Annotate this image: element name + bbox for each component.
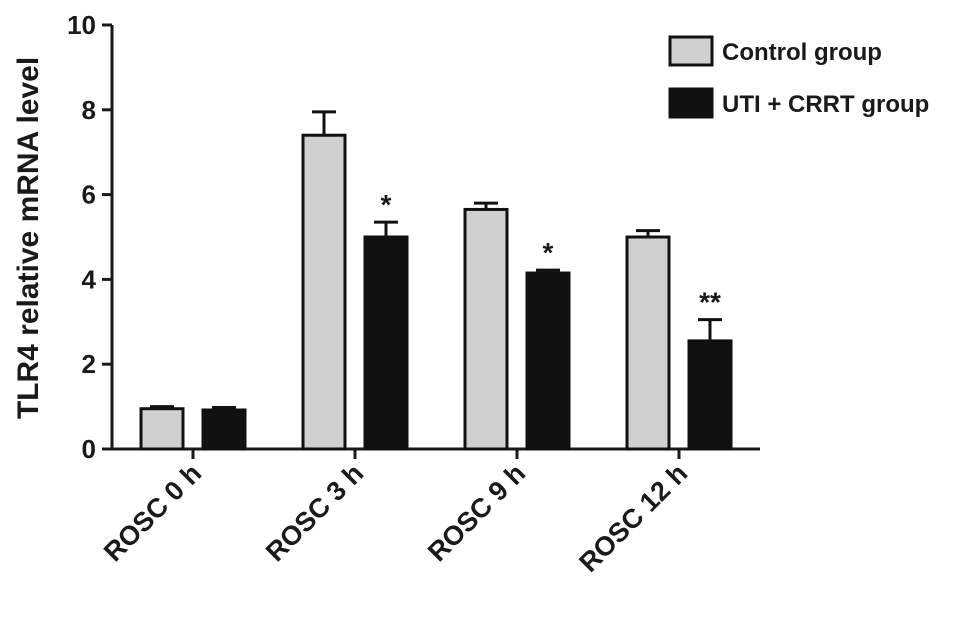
bar-control-3	[625, 235, 671, 451]
bar-uti-crrt-0	[201, 408, 247, 451]
y-tick-label: 6	[82, 180, 96, 210]
significance-marker: **	[699, 287, 721, 318]
legend: Control group UTI + CRRT group	[668, 35, 929, 119]
legend-swatch	[668, 87, 714, 119]
significance-marker: *	[543, 237, 554, 268]
y-tick-label: 2	[82, 349, 96, 379]
y-tick-label: 4	[82, 264, 97, 294]
legend-swatch	[668, 35, 714, 67]
significance-marker: *	[381, 189, 392, 220]
bar-control-2	[463, 207, 509, 451]
x-tick-label: ROSC 9 h	[422, 458, 531, 567]
legend-label: UTI + CRRT group	[722, 91, 929, 118]
bar-uti-crrt-2	[525, 271, 571, 451]
bar-uti-crrt-1	[363, 235, 409, 451]
y-tick-label: 8	[82, 95, 96, 125]
bar-control-1	[301, 133, 347, 451]
bar-control-0	[139, 407, 185, 451]
y-tick-label: 10	[67, 10, 96, 40]
bar-uti-crrt-3	[687, 339, 733, 451]
x-tick-label: ROSC 12 h	[573, 458, 693, 578]
x-tick-label: ROSC 0 h	[98, 458, 207, 567]
bars: ****	[139, 110, 733, 451]
y-axis-title: TLR4 relative mRNA level	[12, 57, 45, 419]
legend-label: Control group	[722, 39, 882, 66]
y-tick-label: 0	[82, 434, 96, 464]
x-tick-label: ROSC 3 h	[260, 458, 369, 567]
